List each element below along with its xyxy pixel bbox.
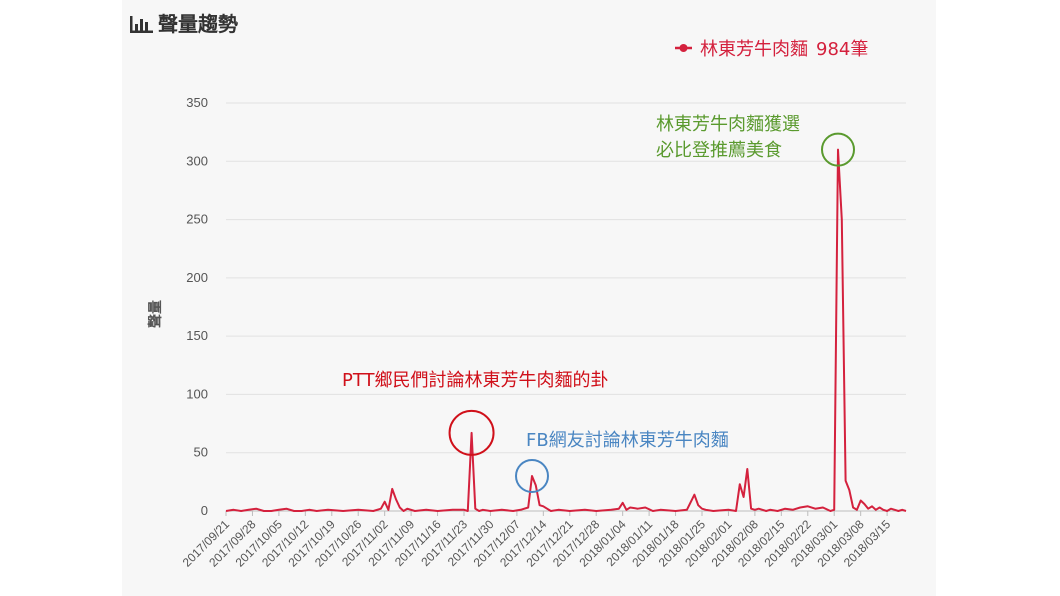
- annotation-text-michelin-line: 必比登推薦美食: [656, 140, 782, 161]
- annotation-circle-michelin: [821, 132, 855, 167]
- annotations-layer: PTT鄉民們討論林東芳牛肉麵的卦 FB網友討論林東芳牛肉麵 林東芳牛肉麵獲選必比登推…: [342, 114, 855, 494]
- series-line-0: [225, 148, 907, 512]
- legend-swatch-dot: [679, 44, 688, 52]
- y-tick-label: 350: [186, 95, 208, 110]
- x-axis-ticks: 2017/09/212017/09/282017/10/052017/10/12…: [180, 511, 893, 570]
- series-layer: [225, 148, 907, 512]
- annotation-text-ptt: PTT鄉民們討論林東芳牛肉麵的卦: [342, 370, 609, 391]
- grid: [226, 102, 906, 512]
- annotation-circle-fb: [515, 459, 549, 494]
- legend-series-name: 林東芳牛肉麵: [700, 39, 808, 60]
- legend[interactable]: 林東芳牛肉麵 984筆: [675, 39, 868, 60]
- legend-series-total: 984筆: [816, 39, 868, 60]
- trend-chart: 聲量趨勢 林東芳牛肉麵 984筆 聲量 0 50 100 150 200 250 300 350…: [130, 12, 907, 570]
- chart-title: 聲量趨勢: [158, 12, 238, 36]
- y-tick-label: 100: [186, 386, 208, 401]
- y-tick-label: 300: [186, 153, 208, 168]
- annotation-text-fb: FB網友討論林東芳牛肉麵: [526, 430, 729, 451]
- y-tick-label: 0: [201, 503, 208, 518]
- y-tick-label: 200: [186, 270, 208, 285]
- annotation-text-michelin-line: 林東芳牛肉麵獲選: [656, 114, 800, 135]
- chart-panel: 聲量趨勢 林東芳牛肉麵 984筆 聲量 0 50 100 150 200 250 300 350…: [122, 0, 936, 596]
- y-tick-label: 50: [194, 445, 208, 460]
- y-axis-label: 聲量: [147, 300, 164, 328]
- y-tick-label: 150: [186, 328, 208, 343]
- y-tick-label: 250: [186, 212, 208, 227]
- y-axis-ticks: 0 50 100 150 200 250 300 350: [186, 95, 208, 518]
- bar-chart-icon: [130, 16, 153, 33]
- annotation-circle-ptt: [448, 409, 495, 456]
